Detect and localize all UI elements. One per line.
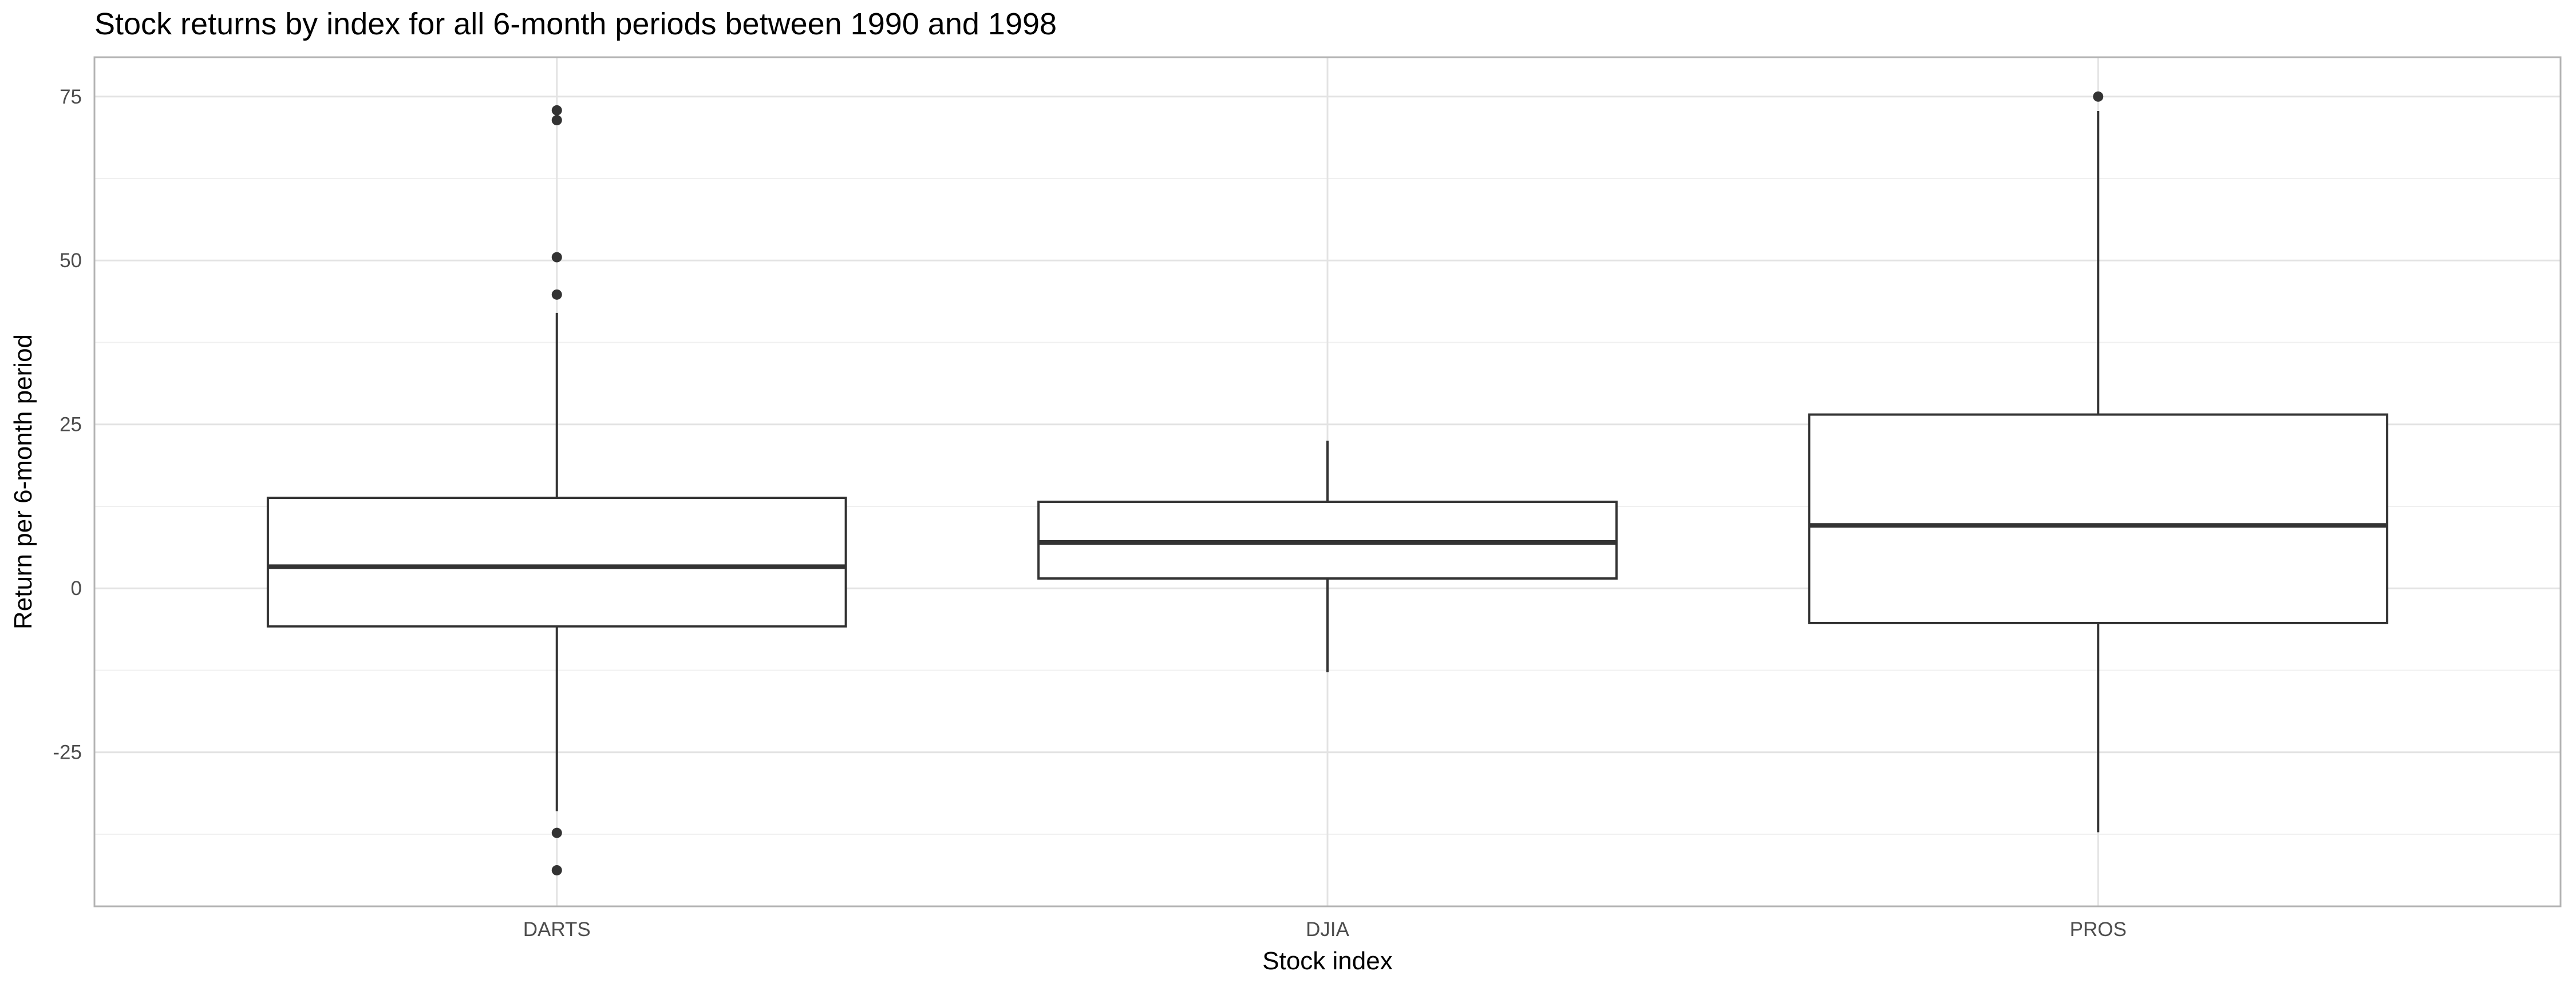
y-tick-label: 0 [71,577,82,600]
box-darts [266,105,847,875]
interquartile-box [266,497,847,628]
x-axis-title: Stock index [1262,947,1392,975]
box-djia [1037,441,1618,672]
box-pros [1808,91,2389,833]
chart-title: Stock returns by index for all 6-month p… [94,7,1057,41]
x-axis-ticks: DARTS DJIA PROS [523,918,2127,941]
plot-panel-border [93,56,2562,907]
box-series [266,91,2389,875]
y-tick-label: 50 [60,249,82,272]
x-tick-label: DJIA [1306,918,1350,941]
outlier-point [551,252,562,263]
y-tick-label: 25 [60,414,82,436]
y-tick-label: 75 [60,86,82,108]
x-tick-label: DARTS [523,918,591,941]
interquartile-box [1808,413,2389,624]
outlier-point [2093,91,2104,102]
y-axis-title: Return per 6-month period [9,334,37,629]
interquartile-box [1037,500,1618,580]
x-tick-label: PROS [2070,918,2127,941]
outlier-point [551,827,562,838]
outlier-point [551,865,562,875]
outlier-point [551,289,562,300]
y-tick-label: -25 [53,742,82,764]
outlier-point [551,115,562,126]
y-axis-ticks: -25 0 25 50 75 [53,86,82,764]
outlier-point [551,105,562,116]
